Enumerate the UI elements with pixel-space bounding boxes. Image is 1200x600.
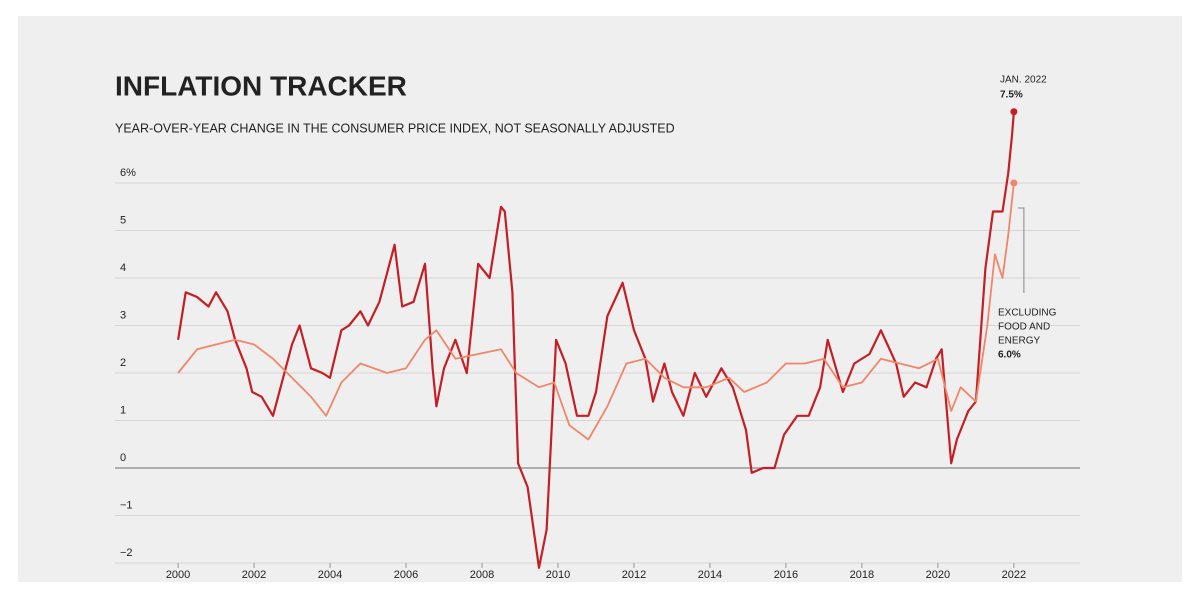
legend-label: FOOD AND — [998, 322, 1050, 333]
y-tick-label: 1 — [120, 404, 126, 416]
x-tick-label: 2002 — [242, 569, 266, 581]
end-point — [1010, 179, 1018, 187]
x-tick-label: 2006 — [394, 569, 418, 581]
x-tick-label: 2014 — [698, 569, 722, 581]
legend-label: ENERGY — [998, 336, 1041, 347]
y-tick-label: 0 — [120, 452, 126, 464]
x-tick-label: 2020 — [926, 569, 950, 581]
legend-label: JAN. 2022 — [1000, 75, 1047, 86]
y-tick-label: 4 — [120, 262, 126, 274]
x-tick-label: 2012 — [622, 569, 646, 581]
chart-subtitle: YEAR-OVER-YEAR CHANGE IN THE CONSUMER PR… — [115, 121, 675, 135]
end-point — [1010, 108, 1018, 116]
line — [177, 111, 1015, 569]
legend-label: EXCLUDING — [998, 308, 1057, 319]
x-tick-label: 2008 — [470, 569, 494, 581]
y-tick-label: 2 — [120, 357, 126, 369]
x-tick-label: 2018 — [850, 569, 874, 581]
y-tick-label: 6% — [120, 167, 136, 179]
y-tick-label: 3 — [120, 309, 126, 321]
x-tick-label: 2000 — [166, 569, 190, 581]
chart-title: INFLATION TRACKER — [115, 70, 407, 101]
end-label: 6.0% — [998, 350, 1021, 361]
end-label: 7.5% — [1000, 90, 1023, 101]
y-tick-label: 5 — [120, 214, 126, 226]
y-tick-label: −1 — [120, 499, 133, 511]
x-tick-label: 2004 — [318, 569, 342, 581]
x-tick-label: 2022 — [1002, 569, 1026, 581]
y-tick-label: −2 — [120, 547, 133, 559]
x-tick-label: 2010 — [546, 569, 570, 581]
line — [177, 182, 1015, 441]
bracket — [1017, 207, 1025, 293]
x-tick-label: 2016 — [774, 569, 798, 581]
